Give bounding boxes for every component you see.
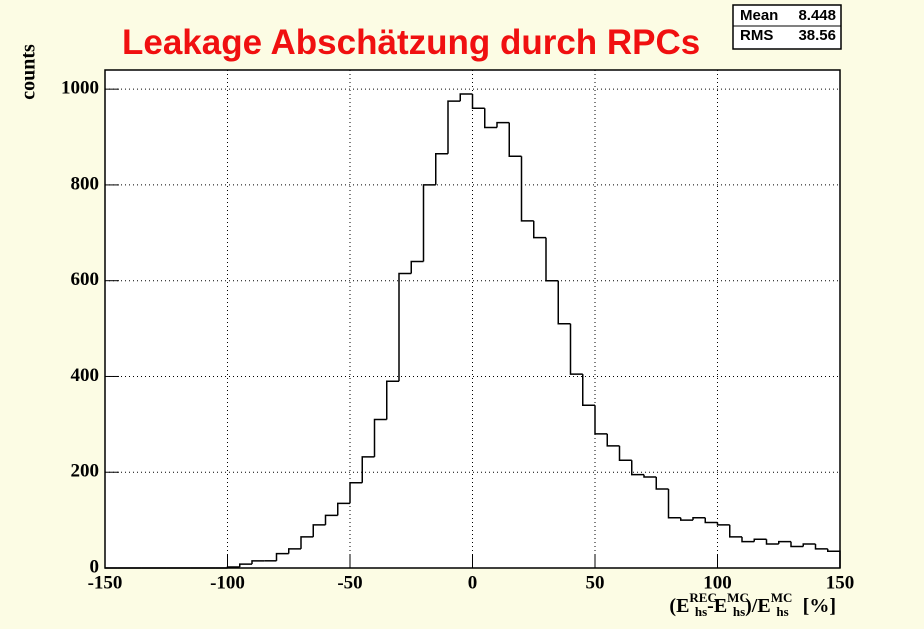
x-tick-label: 150 <box>826 572 855 593</box>
x-axis-label-part: hs <box>776 604 788 619</box>
histogram-bin <box>765 539 779 545</box>
x-tick-label: -50 <box>337 572 362 593</box>
chart-title: Leakage Abschätzung durch RPCs <box>122 23 701 62</box>
histogram-bin <box>778 540 791 545</box>
histogram-bin <box>422 184 436 262</box>
histogram-bin <box>275 552 289 561</box>
histogram-bin <box>484 108 497 129</box>
stats-value: 8.448 <box>798 7 836 24</box>
stats-label: Mean <box>740 7 778 24</box>
y-tick-label: 1000 <box>61 78 99 99</box>
histogram-bin <box>557 280 571 325</box>
x-tick-label: -150 <box>88 572 123 593</box>
x-tick-label: -100 <box>210 572 245 593</box>
histogram-bin <box>692 516 706 521</box>
histogram-bin <box>814 544 828 550</box>
histogram-bin <box>508 122 522 157</box>
histogram-bin <box>288 548 301 554</box>
histogram-bin <box>569 323 583 375</box>
histogram-bin <box>435 153 448 185</box>
x-axis-label-part: MC <box>727 590 749 605</box>
histogram-bin <box>680 517 693 521</box>
x-axis-label-part: MC <box>771 590 793 605</box>
histogram-bin <box>704 517 718 524</box>
x-axis-label-part: )/E <box>745 595 771 617</box>
histogram-bin <box>802 543 816 547</box>
histogram-bin <box>361 456 375 483</box>
histogram-bin <box>643 474 657 478</box>
histogram-bin <box>324 514 338 525</box>
histogram-bin <box>594 405 608 435</box>
histogram-bin <box>447 100 461 154</box>
histogram-bin <box>410 260 424 274</box>
x-axis-label-part: REC <box>689 590 716 605</box>
x-axis-label-part: -E <box>707 595 727 617</box>
y-tick-label: 0 <box>90 556 100 577</box>
histogram-bin <box>582 374 595 406</box>
x-axis-label-part: hs <box>733 604 745 619</box>
histogram-bin <box>496 121 510 128</box>
stats-value: 38.56 <box>798 27 836 44</box>
histogram-bin <box>349 482 363 504</box>
histogram-bin <box>300 536 314 549</box>
x-axis-label-part: [%] <box>803 595 836 617</box>
histogram-bin <box>667 488 681 519</box>
histogram-bin <box>398 272 412 382</box>
histogram-bin <box>251 560 265 565</box>
histogram-bin <box>741 536 755 543</box>
stats-box: Mean 8.448 RMS 38.56 <box>732 4 842 50</box>
stats-frame <box>732 4 842 50</box>
stats-label: RMS <box>740 27 773 44</box>
histogram-bin <box>606 433 620 447</box>
x-axis-label-part: (E <box>669 595 689 617</box>
y-tick-label: 200 <box>71 461 100 482</box>
histogram-bin <box>631 460 644 476</box>
y-tick-label: 400 <box>71 365 100 386</box>
histogram-bin <box>655 477 669 490</box>
histogram-bin <box>337 502 350 516</box>
x-tick-label: 100 <box>703 572 732 593</box>
histogram-bin <box>373 418 387 457</box>
histogram-bin <box>618 445 632 462</box>
histogram-bin <box>386 380 399 420</box>
histogram-bin <box>545 237 559 282</box>
x-axis-label-part: hs <box>695 604 707 619</box>
x-axis-label: (EREC hs-EMC hs)/EMC hs [%] <box>669 590 836 619</box>
histogram-bin <box>239 563 252 568</box>
histogram-bin <box>533 220 546 239</box>
histogram-bin <box>716 522 730 526</box>
plot-frame <box>104 69 841 569</box>
histogram-bin <box>729 524 742 538</box>
x-tick-label: 0 <box>468 572 478 593</box>
histogram-bin <box>753 538 767 542</box>
y-tick-label: 600 <box>71 269 100 290</box>
histogram-bin <box>520 156 534 222</box>
y-axis-label: counts <box>18 44 40 100</box>
histogram-bin <box>471 93 485 110</box>
histogram-bin <box>312 524 326 537</box>
histogram-bin <box>459 93 473 102</box>
y-tick-label: 800 <box>71 173 100 194</box>
x-tick-label: 50 <box>586 572 605 593</box>
histogram-bin <box>790 541 804 548</box>
